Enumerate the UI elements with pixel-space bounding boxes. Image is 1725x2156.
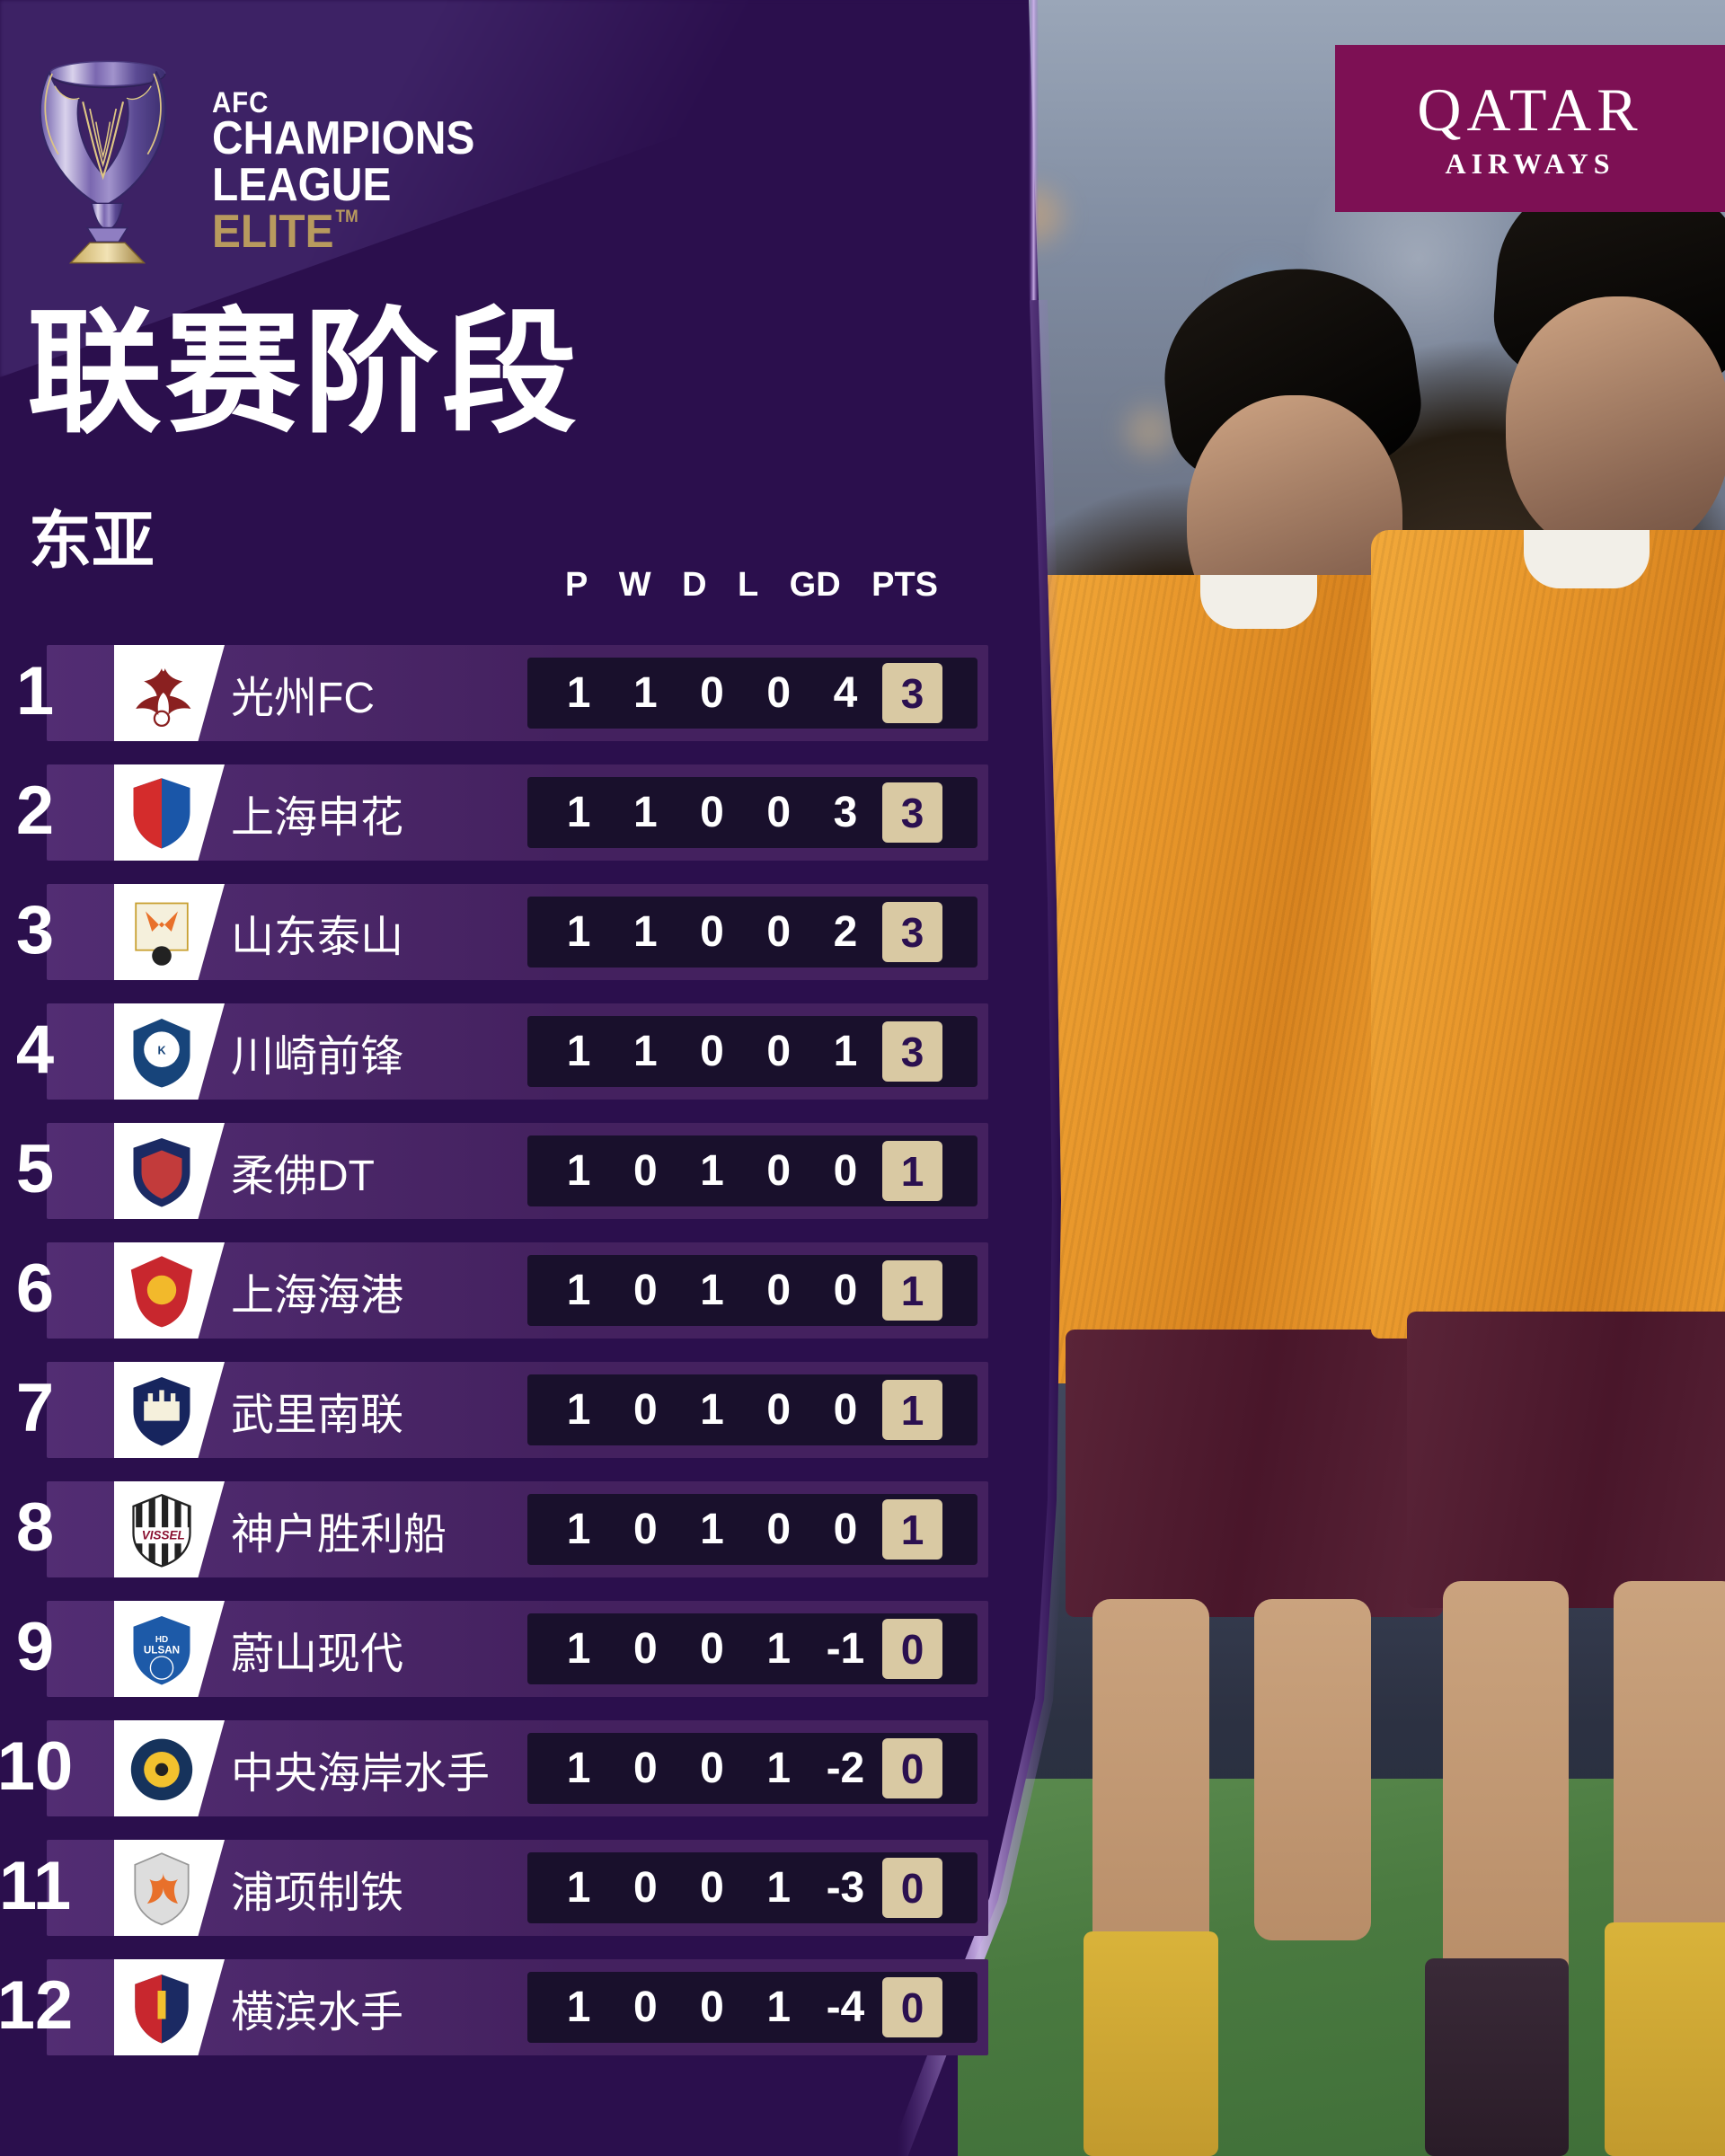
svg-text:K: K [157,1045,165,1057]
svg-text:ULSAN: ULSAN [144,1644,180,1656]
svg-text:VISSEL: VISSEL [142,1529,185,1542]
svg-text:HD: HD [155,1635,168,1645]
